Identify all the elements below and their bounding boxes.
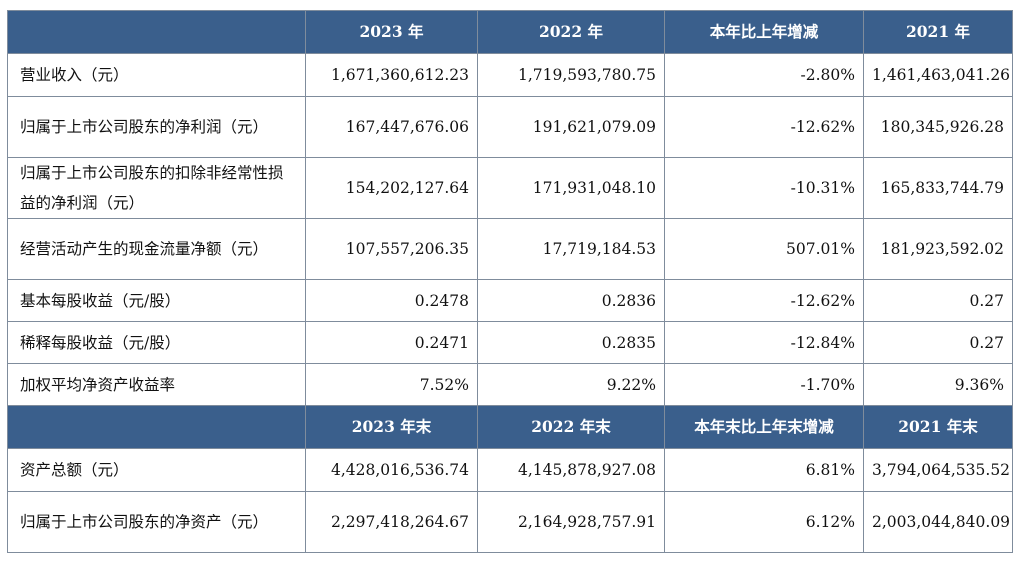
cell-change: -10.31%: [664, 157, 864, 219]
financial-summary-table: 2023 年 2022 年 本年比上年增减 2021 年 营业收入（元） 1,6…: [7, 10, 1013, 553]
cell-2022: 1,719,593,780.75: [477, 53, 665, 97]
cell-2021: 1,461,463,041.26: [863, 53, 1013, 97]
subheader-yoy-change: 本年末比上年末增减: [664, 405, 864, 449]
cell-2021: 165,833,744.79: [863, 157, 1013, 219]
row-label: 资产总额（元）: [7, 448, 306, 492]
table-header-row: 2023 年 2022 年 本年比上年增减 2021 年: [7, 10, 1013, 54]
row-label: 加权平均净资产收益率: [7, 363, 306, 406]
cell-2023: 0.2478: [305, 279, 478, 322]
cell-2022-end: 4,145,878,927.08: [477, 448, 665, 492]
table-row-revenue: 营业收入（元） 1,671,360,612.23 1,719,593,780.7…: [7, 53, 1013, 97]
cell-2022: 191,621,079.09: [477, 96, 665, 158]
row-label: 归属于上市公司股东的扣除非经常性损益的净利润（元）: [7, 157, 306, 219]
cell-2023-end: 2,297,418,264.67: [305, 491, 478, 553]
cell-2021: 0.27: [863, 321, 1013, 364]
cell-2021: 0.27: [863, 279, 1013, 322]
subheader-2022-end: 2022 年末: [477, 405, 665, 449]
header-yoy-change: 本年比上年增减: [664, 10, 864, 54]
cell-2023: 0.2471: [305, 321, 478, 364]
cell-2022-end: 2,164,928,757.91: [477, 491, 665, 553]
table-row-net-profit: 归属于上市公司股东的净利润（元） 167,447,676.06 191,621,…: [7, 96, 1013, 158]
row-label: 稀释每股收益（元/股）: [7, 321, 306, 364]
subheader-2023-end: 2023 年末: [305, 405, 478, 449]
table-row-roe: 加权平均净资产收益率 7.52% 9.22% -1.70% 9.36%: [7, 363, 1013, 406]
row-label: 营业收入（元）: [7, 53, 306, 97]
cell-2021: 180,345,926.28: [863, 96, 1013, 158]
row-label: 经营活动产生的现金流量净额（元）: [7, 218, 306, 280]
subheader-blank-cell: [7, 405, 306, 449]
cell-2022: 0.2836: [477, 279, 665, 322]
cell-change: -12.84%: [664, 321, 864, 364]
header-2023: 2023 年: [305, 10, 478, 54]
cell-2023: 7.52%: [305, 363, 478, 406]
table-row-operating-cash-flow: 经营活动产生的现金流量净额（元） 107,557,206.35 17,719,1…: [7, 218, 1013, 280]
financial-summary-table-container: 2023 年 2022 年 本年比上年增减 2021 年 营业收入（元） 1,6…: [7, 10, 1013, 553]
cell-2021: 9.36%: [863, 363, 1013, 406]
header-2022: 2022 年: [477, 10, 665, 54]
cell-change: 6.12%: [664, 491, 864, 553]
header-blank-cell: [7, 10, 306, 54]
cell-2022: 9.22%: [477, 363, 665, 406]
cell-2022: 171,931,048.10: [477, 157, 665, 219]
cell-change: 6.81%: [664, 448, 864, 492]
cell-2023-end: 4,428,016,536.74: [305, 448, 478, 492]
cell-change: -12.62%: [664, 279, 864, 322]
cell-2022: 17,719,184.53: [477, 218, 665, 280]
cell-2022: 0.2835: [477, 321, 665, 364]
cell-change: -12.62%: [664, 96, 864, 158]
cell-2023: 107,557,206.35: [305, 218, 478, 280]
table-row-diluted-eps: 稀释每股收益（元/股） 0.2471 0.2835 -12.84% 0.27: [7, 321, 1013, 364]
cell-2021: 181,923,592.02: [863, 218, 1013, 280]
row-label: 基本每股收益（元/股）: [7, 279, 306, 322]
cell-2023: 167,447,676.06: [305, 96, 478, 158]
cell-change: 507.01%: [664, 218, 864, 280]
subheader-2021-end: 2021 年末: [863, 405, 1013, 449]
row-label: 归属于上市公司股东的净利润（元）: [7, 96, 306, 158]
table-subheader-row: 2023 年末 2022 年末 本年末比上年末增减 2021 年末: [7, 405, 1013, 449]
cell-2023: 154,202,127.64: [305, 157, 478, 219]
header-2021: 2021 年: [863, 10, 1013, 54]
cell-2023: 1,671,360,612.23: [305, 53, 478, 97]
table-row-basic-eps: 基本每股收益（元/股） 0.2478 0.2836 -12.62% 0.27: [7, 279, 1013, 322]
table-row-net-profit-deducted: 归属于上市公司股东的扣除非经常性损益的净利润（元） 154,202,127.64…: [7, 157, 1013, 219]
row-label: 归属于上市公司股东的净资产（元）: [7, 491, 306, 553]
table-row-net-assets: 归属于上市公司股东的净资产（元） 2,297,418,264.67 2,164,…: [7, 491, 1013, 553]
cell-change: -2.80%: [664, 53, 864, 97]
cell-2021-end: 3,794,064,535.52: [863, 448, 1013, 492]
cell-change: -1.70%: [664, 363, 864, 406]
cell-2021-end: 2,003,044,840.09: [863, 491, 1013, 553]
table-row-total-assets: 资产总额（元） 4,428,016,536.74 4,145,878,927.0…: [7, 448, 1013, 492]
